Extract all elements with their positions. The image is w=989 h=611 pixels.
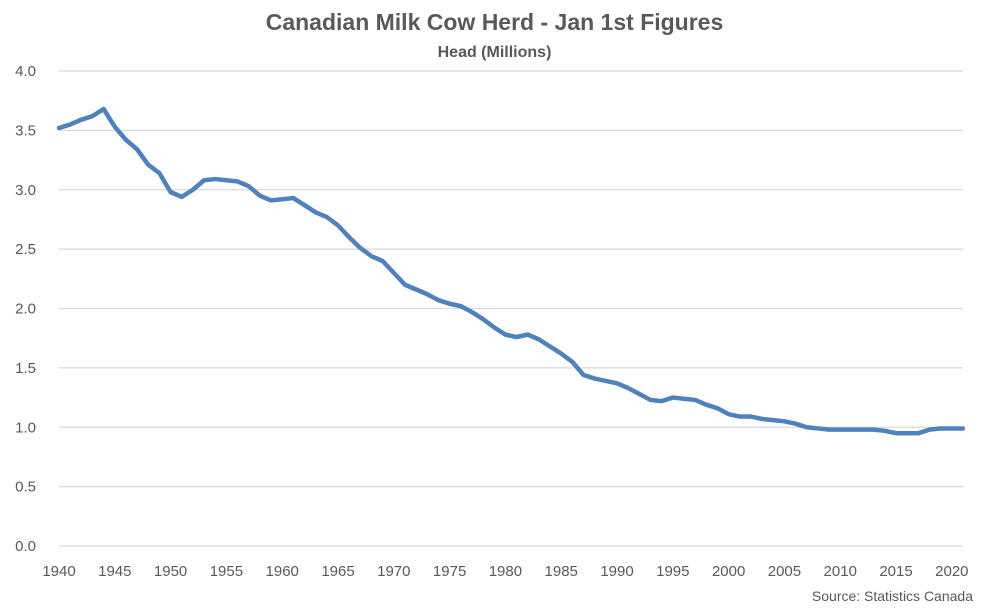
y-tick-label: 2.0: [15, 301, 36, 318]
y-axis-ticks: 0.0 0.5 1.0 1.5 2.0 2.5 3.0 3.5 4.0: [15, 63, 36, 555]
y-tick-label: 3.0: [15, 182, 36, 199]
y-tick-label: 1.5: [15, 360, 36, 377]
gridlines: [59, 70, 963, 547]
y-tick-label: 0.5: [15, 479, 36, 496]
x-tick-label: 1980: [489, 563, 522, 580]
x-tick-label: 1970: [377, 563, 410, 580]
y-tick-label: 3.5: [15, 122, 36, 139]
chart-subtitle: Head (Millions): [437, 44, 552, 61]
y-tick-label: 0.0: [15, 538, 36, 555]
chart-title: Canadian Milk Cow Herd - Jan 1st Figures: [265, 9, 724, 35]
x-tick-label: 1985: [545, 563, 578, 580]
x-tick-label: 2010: [824, 563, 857, 580]
x-tick-label: 1965: [321, 563, 354, 580]
x-axis-ticks: 1940 1945 1950 1955 1960 1965 1970 1975 1980 1985…: [42, 563, 968, 580]
x-tick-label: 1955: [210, 563, 243, 580]
y-tick-label: 1.0: [15, 419, 36, 436]
x-tick-label: 1950: [154, 563, 187, 580]
x-tick-label: 2005: [768, 563, 801, 580]
x-tick-label: 2000: [712, 563, 745, 580]
y-tick-label: 2.5: [15, 241, 36, 258]
series-layer: [56, 106, 966, 436]
x-tick-label: 1990: [600, 563, 633, 580]
x-tick-label: 1975: [433, 563, 466, 580]
y-tick-label: 4.0: [15, 63, 36, 80]
x-tick-label: 1995: [656, 563, 689, 580]
x-tick-label: 2020: [935, 563, 968, 580]
source-note: Source: Statistics Canada: [811, 588, 973, 604]
x-tick-label: 1945: [98, 563, 131, 580]
series-line-0: [56, 106, 966, 436]
x-tick-label: 1960: [266, 563, 299, 580]
x-tick-label: 1940: [42, 563, 75, 580]
x-tick-label: 2015: [879, 563, 912, 580]
